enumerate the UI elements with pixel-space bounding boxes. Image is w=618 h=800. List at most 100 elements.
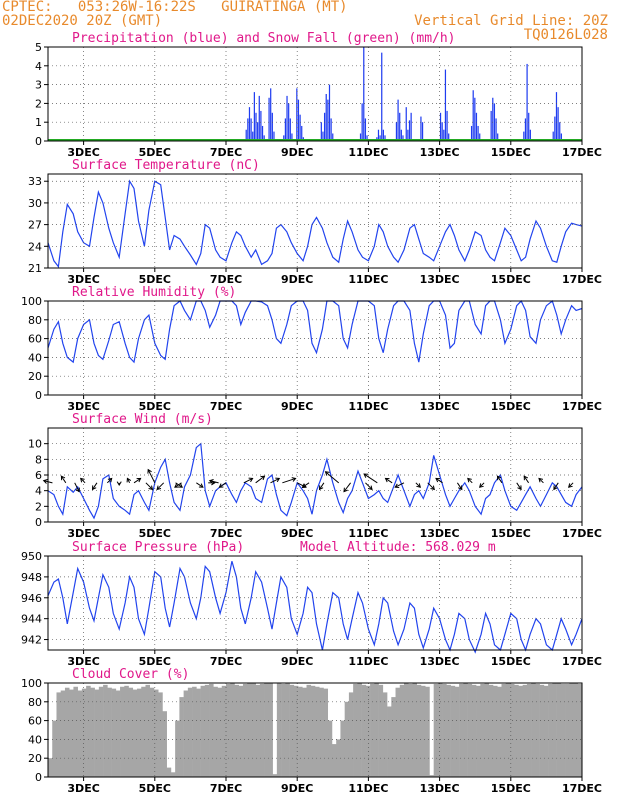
cloud-bar xyxy=(247,683,252,777)
y-tick-label: 4 xyxy=(35,60,42,73)
y-tick-label: 60 xyxy=(28,333,42,346)
model-altitude-label: Model Altitude: 568.029 m xyxy=(300,540,496,555)
wind-arrow xyxy=(553,482,559,490)
x-tick-label: 9DEC xyxy=(281,782,313,795)
cloud-bar xyxy=(158,692,163,777)
x-tick-label: 17DEC xyxy=(562,655,602,668)
x-tick-label: 3DEC xyxy=(67,782,99,795)
y-tick-label: 20 xyxy=(28,370,42,383)
y-tick-label: 24 xyxy=(28,240,42,253)
precip-bar xyxy=(472,90,474,141)
wind-arrow-head xyxy=(301,483,307,488)
series-line xyxy=(47,561,583,654)
x-tick-label: 9DEC xyxy=(281,655,313,668)
cloud-bar xyxy=(577,683,583,777)
wind-arrow-head xyxy=(208,479,214,484)
cloud-bar xyxy=(86,685,91,777)
cloud-bar xyxy=(289,684,295,777)
wind-arrow-head xyxy=(523,475,529,481)
x-tick-label: 11DEC xyxy=(348,527,388,540)
wind-arrow-head xyxy=(91,485,97,491)
precip-bar xyxy=(291,133,293,141)
cloud-bar xyxy=(217,687,223,777)
cloud-bar xyxy=(565,683,570,777)
series-line xyxy=(47,442,583,520)
precip-bar xyxy=(382,129,384,141)
precip-bar xyxy=(297,99,300,141)
precip-bar xyxy=(559,122,561,141)
wind-arrow-head xyxy=(178,483,184,488)
x-tick-label: 7DEC xyxy=(210,655,242,668)
cloud-bar xyxy=(433,683,439,777)
grid-line-header: Vertical Grid Line: 20Z xyxy=(414,13,608,29)
precip-bar xyxy=(526,63,528,141)
cloud-bar xyxy=(103,684,108,777)
x-tick-label: 11DEC xyxy=(348,400,388,413)
precip-bar xyxy=(258,95,260,141)
cloud-bar xyxy=(145,684,151,777)
cloud-bar xyxy=(493,685,498,777)
precip-bar xyxy=(381,52,383,141)
precip-bar xyxy=(384,135,386,141)
cloud-bar xyxy=(255,684,261,777)
cloud-bar xyxy=(285,683,290,777)
y-tick-label: 100 xyxy=(21,677,42,690)
y-tick-label: 1 xyxy=(35,116,42,129)
cloud-bar xyxy=(497,686,502,777)
precip-bar xyxy=(444,69,447,141)
x-tick-label: 15DEC xyxy=(491,273,531,286)
cloud-bar xyxy=(344,701,350,777)
cloud-bar xyxy=(209,683,214,777)
wind-arrow-head xyxy=(107,477,113,483)
station-header: CPTEC: 053:26W-16:22S GUIRATINGA (MT) xyxy=(2,0,348,15)
x-tick-label: 11DEC xyxy=(348,782,388,795)
y-tick-label: 944 xyxy=(21,613,42,626)
wind-arrow-head xyxy=(291,477,297,482)
cloud-bar xyxy=(111,688,117,777)
y-tick-label: 80 xyxy=(28,696,42,709)
precip-bar xyxy=(327,99,329,141)
cloud-bar xyxy=(56,692,62,777)
wind-arrow xyxy=(435,478,443,484)
panel-frame xyxy=(47,555,583,651)
cloud-bar xyxy=(476,685,481,777)
wind-title: Surface Wind (m/s) xyxy=(72,412,213,427)
cloud-bar xyxy=(535,683,540,777)
precip-bar xyxy=(323,112,326,141)
precip-bar xyxy=(410,112,412,141)
wind-arrow xyxy=(568,482,574,488)
wind-arrow xyxy=(174,482,182,488)
wind-arrow xyxy=(538,478,544,484)
wind-arrow xyxy=(325,471,340,484)
cloud-bar xyxy=(132,689,138,777)
precip-bar xyxy=(479,133,481,141)
cloud-bar xyxy=(522,684,528,777)
precip-bar xyxy=(523,131,525,141)
cloud-bar xyxy=(471,684,477,777)
cloud-bar xyxy=(573,683,579,777)
cloud-bar xyxy=(327,720,333,777)
x-tick-label: 3DEC xyxy=(67,527,99,540)
precip-bar xyxy=(260,110,262,141)
cloud-bar xyxy=(166,767,172,777)
cloud-bar xyxy=(200,685,206,777)
cloud-bar xyxy=(467,683,473,777)
wind-arrow xyxy=(456,482,463,490)
precip-bar xyxy=(363,47,365,141)
y-tick-label: 80 xyxy=(28,314,42,327)
cloud-bar xyxy=(137,688,142,777)
precip-bar xyxy=(408,120,411,141)
precip-bar xyxy=(399,112,401,141)
precip-bar xyxy=(402,135,404,141)
x-tick-label: 7DEC xyxy=(210,527,242,540)
cloud-bar xyxy=(302,687,307,777)
precip-bar xyxy=(495,118,497,141)
precip-bar xyxy=(252,131,254,141)
wind-arrow xyxy=(467,478,473,484)
y-tick-label: 950 xyxy=(21,550,42,563)
cloud-bar xyxy=(272,774,278,777)
x-tick-label: 9DEC xyxy=(281,527,313,540)
y-tick-label: 0 xyxy=(35,135,42,148)
precip-bar xyxy=(286,95,288,141)
cloud-bar xyxy=(264,683,269,777)
